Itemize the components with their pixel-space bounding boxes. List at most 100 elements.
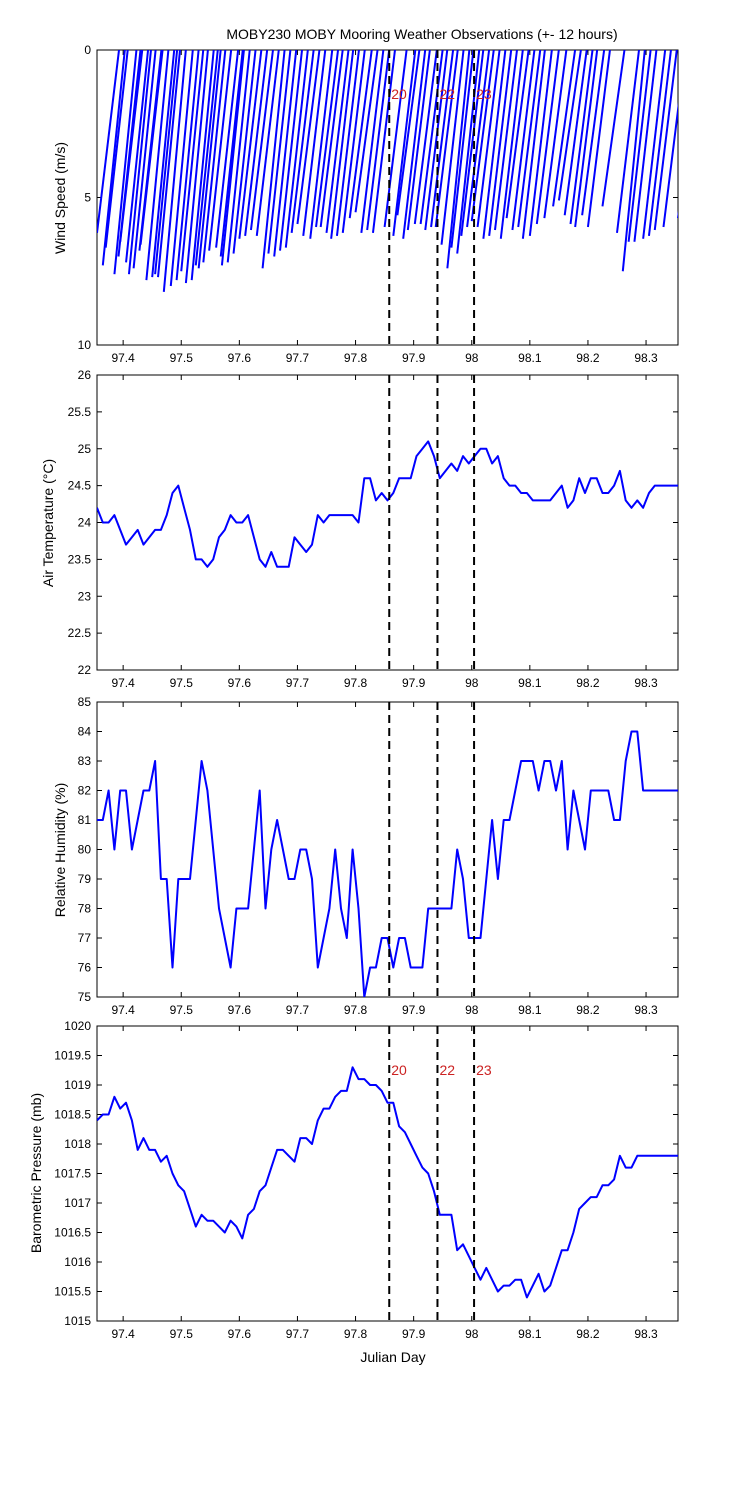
air-temperature-plot-area: 97.4 97.5 97.6 97.7 97.8 97.9 98 98.1 98.2 98.3 22… xyxy=(68,368,679,690)
barometric-pressure-ytick-label: 1016.5 xyxy=(54,1226,91,1240)
wind-speed-wind-vector xyxy=(440,50,465,245)
barometric-pressure-xtick-label: 97.9 xyxy=(402,1327,426,1341)
wind-speed-wind-vector xyxy=(354,50,379,213)
wind-speed-wind-vector xyxy=(296,50,321,225)
barometric-pressure-xtick-label: 97.5 xyxy=(170,1327,194,1341)
wind-speed-wind-vector xyxy=(232,50,257,254)
barometric-pressure-xtick-label: 97.6 xyxy=(228,1327,252,1341)
wind-speed-wind-vector xyxy=(535,50,560,225)
wind-speed-xtick-label: 98.3 xyxy=(634,351,658,365)
wind-speed-wind-vector xyxy=(413,50,438,225)
wind-speed-wind-vector xyxy=(273,50,298,257)
air-temperature-ytick-label: 25.5 xyxy=(68,405,92,419)
wind-speed-wind-vector xyxy=(244,50,269,236)
wind-speed-wind-vector xyxy=(319,50,344,228)
wind-speed-wind-vector xyxy=(154,50,179,275)
wind-speed-wind-vector xyxy=(194,50,219,266)
air-temperature-panel: Air Temperature (°C) 97.4 97.5 97.6 97.7 97.… xyxy=(40,368,679,690)
wind-speed-xtick-label: 98 xyxy=(465,351,479,365)
air-temperature-ytick-label: 24 xyxy=(78,516,92,530)
wind-speed-ylabel: Wind Speed (m/s) xyxy=(52,142,68,254)
wind-speed-xtick-label: 97.9 xyxy=(402,351,426,365)
wind-speed-wind-vector xyxy=(97,50,120,234)
wind-speed-wind-vector xyxy=(125,50,150,263)
relative-humidity-ytick-label: 80 xyxy=(78,843,92,857)
wind-speed-wind-vector xyxy=(517,50,542,228)
wind-speed-wind-vector xyxy=(434,50,459,228)
relative-humidity-xtick-label: 98.2 xyxy=(576,1003,600,1017)
air-temperature-ytick-label: 25 xyxy=(78,442,92,456)
wind-speed-wind-vector xyxy=(557,50,582,201)
wind-speed-marker-label: 22 xyxy=(439,86,455,102)
wind-speed-wind-vector xyxy=(662,102,678,228)
wind-speed-wind-vector xyxy=(371,50,396,234)
wind-speed-wind-vector xyxy=(145,50,170,281)
wind-speed-wind-vector xyxy=(330,50,355,239)
air-temperature-ytick-label: 22 xyxy=(78,663,92,677)
wind-speed-wind-vector xyxy=(190,50,215,281)
wind-speed-wind-vector xyxy=(249,50,274,231)
wind-speed-wind-vector xyxy=(197,50,222,269)
relative-humidity-ylabel: Relative Humidity (%) xyxy=(52,783,68,918)
wind-speed-wind-vector xyxy=(175,50,200,281)
figure-title: MOBY230 MOBY Mooring Weather Observation… xyxy=(226,26,617,42)
barometric-pressure-ytick-label: 1015.5 xyxy=(54,1285,91,1299)
wind-speed-wind-vector xyxy=(180,50,205,272)
barometric-pressure-xtick-label: 98 xyxy=(465,1327,479,1341)
relative-humidity-xtick-label: 97.5 xyxy=(170,1003,194,1017)
barometric-pressure-data-layer xyxy=(97,1066,678,1299)
wind-speed-wind-vector xyxy=(406,50,431,231)
relative-humidity-ytick-label: 82 xyxy=(78,784,92,798)
wind-speed-wind-vector xyxy=(543,50,568,219)
wind-speed-wind-vector xyxy=(528,50,553,236)
wind-speed-wind-vector xyxy=(335,50,360,236)
air-temperature-ylabel: Air Temperature (°C) xyxy=(40,459,56,587)
relative-humidity-ytick-label: 77 xyxy=(78,931,92,945)
wind-speed-wind-vector xyxy=(302,50,327,236)
wind-speed-wind-vector xyxy=(309,50,334,239)
wind-speed-xtick-label: 98.2 xyxy=(576,351,600,365)
wind-speed-wind-vector xyxy=(279,50,304,251)
wind-speed-wind-vector xyxy=(325,50,350,234)
wind-speed-wind-vector xyxy=(552,50,577,207)
air-temperature-xtick-label: 97.6 xyxy=(228,676,252,690)
barometric-pressure-xtick-label: 98.3 xyxy=(634,1327,658,1341)
relative-humidity-xtick-label: 98.3 xyxy=(634,1003,658,1017)
wind-speed-panel: Wind Speed (m/s) 97.4 97.5 97.6 97.7 97.8 97.… xyxy=(52,43,679,365)
wind-speed-wind-vector xyxy=(493,50,518,231)
wind-speed-wind-vector xyxy=(419,50,444,225)
julian-day-xlabel: Julian Day xyxy=(360,1349,425,1365)
wind-speed-wind-vector xyxy=(366,50,391,231)
wind-speed-wind-vector xyxy=(476,50,501,228)
wind-speed-wind-vector xyxy=(184,50,209,284)
wind-speed-data-layer xyxy=(97,50,678,292)
wind-speed-wind-vector xyxy=(647,50,672,236)
air-temperature-xtick-label: 97.5 xyxy=(170,676,194,690)
wind-speed-xtick-label: 98.1 xyxy=(518,351,542,365)
barometric-pressure-ytick-label: 1017 xyxy=(64,1196,91,1210)
relative-humidity-ytick-label: 75 xyxy=(78,990,92,1004)
barometric-pressure-ytick-label: 1019.5 xyxy=(54,1049,91,1063)
wind-speed-wind-vector xyxy=(569,50,594,225)
relative-humidity-xtick-label: 97.8 xyxy=(344,1003,368,1017)
wind-speed-wind-vector xyxy=(499,50,524,239)
relative-humidity-ytick-label: 83 xyxy=(78,754,92,768)
wind-speed-wind-vector xyxy=(511,50,536,231)
barometric-pressure-ylabel: Barometric Pressure (mb) xyxy=(28,1093,44,1253)
wind-speed-wind-vector xyxy=(424,50,449,231)
wind-speed-wind-vector xyxy=(151,50,176,278)
wind-speed-wind-vector xyxy=(621,50,646,272)
wind-speed-wind-vector xyxy=(238,50,263,239)
relative-humidity-plot-area: 97.4 97.5 97.6 97.7 97.8 97.9 98 98.1 98.2 98.3 75… xyxy=(78,695,679,1017)
air-temperature-xtick-label: 98.2 xyxy=(576,676,600,690)
relative-humidity-ytick-label: 76 xyxy=(78,961,92,975)
air-temperature-ytick-label: 22.5 xyxy=(68,626,92,640)
barometric-pressure-plot-area: 97.4 97.5 97.6 97.7 97.8 97.9 98 98.1 98.2 98.3 10… xyxy=(54,1019,679,1341)
barometric-pressure-ytick-label: 1020 xyxy=(64,1019,91,1033)
wind-speed-wind-vector xyxy=(360,50,385,234)
wind-speed-wind-vector xyxy=(402,50,427,239)
wind-speed-wind-vector xyxy=(202,50,227,263)
relative-humidity-xtick-label: 97.7 xyxy=(286,1003,310,1017)
wind-speed-wind-vector xyxy=(470,50,495,222)
